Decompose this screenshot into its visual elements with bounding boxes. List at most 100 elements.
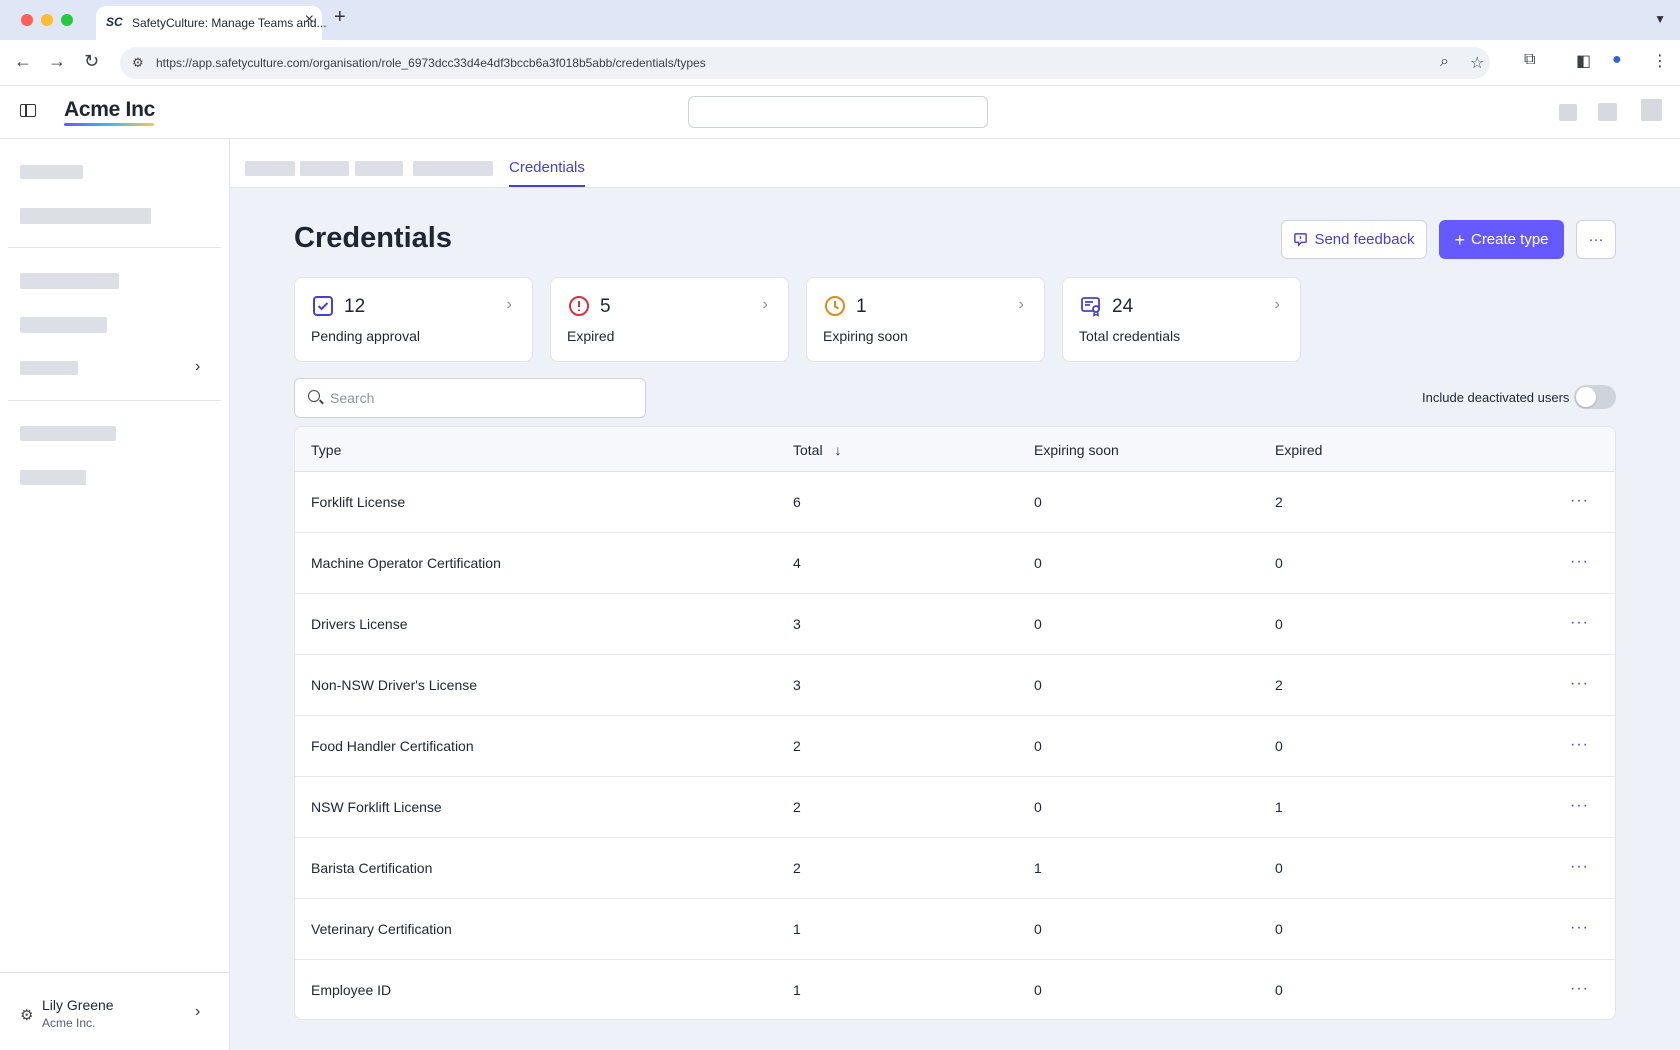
site-settings-icon[interactable]: ⚙ xyxy=(132,55,144,70)
stat-label: Expired xyxy=(567,328,615,344)
sidebar-item-6[interactable] xyxy=(20,426,116,441)
chevron-right-icon: › xyxy=(1274,296,1280,313)
row-more-icon[interactable]: ··· xyxy=(1570,675,1589,692)
cell-expired: 0 xyxy=(1275,616,1283,632)
window-minimize-button[interactable] xyxy=(41,14,53,26)
tab-close-icon[interactable]: × xyxy=(304,11,314,28)
table-row[interactable]: Forklift License 6 0 2 ··· xyxy=(295,472,1615,533)
stat-value: 5 xyxy=(600,296,611,317)
cell-expiring: 0 xyxy=(1034,616,1042,632)
reload-icon[interactable]: ↻ xyxy=(84,51,100,71)
subnav-tab-3[interactable] xyxy=(355,161,403,176)
row-more-icon[interactable]: ··· xyxy=(1570,980,1589,997)
cell-type: Forklift License xyxy=(311,494,406,510)
cell-total: 2 xyxy=(793,799,801,815)
column-header-total[interactable]: Total ↓ xyxy=(793,442,841,458)
stat-card-pending[interactable]: 12 Pending approval › xyxy=(294,277,533,362)
stat-card-expiring[interactable]: 1 Expiring soon › xyxy=(806,277,1045,362)
row-more-icon[interactable]: ··· xyxy=(1570,858,1589,875)
address-bar[interactable]: ⚙ https://app.safetyculture.com/organisa… xyxy=(120,47,1490,79)
subnav-tab-4[interactable] xyxy=(413,161,493,176)
extensions-icon[interactable]: ⧉ xyxy=(1524,51,1536,68)
header-action-3[interactable] xyxy=(1641,99,1662,121)
sidebar-toggle-icon[interactable] xyxy=(20,104,36,117)
new-tab-icon[interactable]: + xyxy=(334,6,346,28)
forward-arrow-icon[interactable]: → xyxy=(48,51,66,71)
sidebar-item-4[interactable] xyxy=(20,317,107,333)
user-org: Acme Inc. xyxy=(42,1016,96,1030)
window-close-button[interactable] xyxy=(21,14,33,26)
zoom-icon[interactable]: ⌕ xyxy=(1440,53,1449,70)
search-icon xyxy=(308,390,320,402)
profile-avatar-icon[interactable]: ● xyxy=(1612,51,1622,68)
search-box[interactable] xyxy=(294,378,646,418)
more-options-button[interactable]: ··· xyxy=(1576,220,1616,259)
cell-type: Machine Operator Certification xyxy=(311,555,501,571)
cell-total: 6 xyxy=(793,494,801,510)
cell-total: 3 xyxy=(793,616,801,632)
row-more-icon[interactable]: ··· xyxy=(1570,797,1589,814)
cell-type: Barista Certification xyxy=(311,860,433,876)
stat-card-total[interactable]: 24 Total credentials › xyxy=(1062,277,1301,362)
table-row[interactable]: Employee ID 1 0 0 ··· xyxy=(295,960,1615,1019)
back-arrow-icon[interactable]: ← xyxy=(14,51,32,71)
tab-list-chevron-icon[interactable]: ▼ xyxy=(1654,12,1666,26)
bookmark-star-icon[interactable]: ☆ xyxy=(1470,55,1485,72)
table-row[interactable]: Barista Certification 2 1 0 ··· xyxy=(295,838,1615,899)
sidebar-item-3[interactable] xyxy=(20,273,119,289)
tab-credentials[interactable]: Credentials xyxy=(509,159,585,176)
clock-icon xyxy=(825,296,845,316)
column-header-expired[interactable]: Expired xyxy=(1275,442,1323,458)
include-deactivated-toggle[interactable] xyxy=(1574,385,1616,409)
row-more-icon[interactable]: ··· xyxy=(1570,736,1589,753)
table-row[interactable]: Machine Operator Certification 4 0 0 ··· xyxy=(295,533,1615,594)
column-header-type[interactable]: Type xyxy=(311,442,342,458)
page-title: Credentials xyxy=(294,222,452,254)
user-name: Lily Greene xyxy=(42,997,114,1013)
row-more-icon[interactable]: ··· xyxy=(1570,553,1589,570)
user-menu[interactable]: ⚙ Lily Greene Acme Inc. › xyxy=(0,972,229,1050)
header-action-1[interactable] xyxy=(1559,104,1577,121)
sidebar-item-7[interactable] xyxy=(20,470,86,485)
browser-menu-icon[interactable]: ⋮ xyxy=(1652,53,1668,70)
table-row[interactable]: Non-NSW Driver's License 3 0 2 ··· xyxy=(295,655,1615,716)
table-row[interactable]: NSW Forklift License 2 0 1 ··· xyxy=(295,777,1615,838)
cell-expired: 2 xyxy=(1275,494,1283,510)
subnav-tab-2[interactable] xyxy=(300,161,349,176)
search-input[interactable] xyxy=(330,387,630,409)
table-row[interactable]: Drivers License 3 0 0 ··· xyxy=(295,594,1615,655)
sidebar-item-1[interactable] xyxy=(20,165,83,179)
feedback-icon xyxy=(1294,233,1308,247)
cell-total: 2 xyxy=(793,860,801,876)
subnav-tab-1[interactable] xyxy=(245,161,295,176)
header-action-2[interactable] xyxy=(1598,103,1617,121)
table-row[interactable]: Veterinary Certification 1 0 0 ··· xyxy=(295,899,1615,960)
active-tab-indicator xyxy=(509,185,585,187)
row-more-icon[interactable]: ··· xyxy=(1570,492,1589,509)
cell-expiring: 0 xyxy=(1034,677,1042,693)
chevron-right-icon[interactable]: › xyxy=(195,358,201,375)
cell-type: Drivers License xyxy=(311,616,408,632)
column-header-label: Total xyxy=(793,442,823,458)
brand-logo[interactable]: Acme Inc xyxy=(64,98,155,121)
table-row[interactable]: Food Handler Certification 2 0 0 ··· xyxy=(295,716,1615,777)
sidebar-item-5[interactable] xyxy=(20,361,78,375)
sidebar-item-2[interactable] xyxy=(20,208,151,224)
column-header-expiring[interactable]: Expiring soon xyxy=(1034,442,1119,458)
chevron-right-icon: › xyxy=(1018,296,1024,313)
header-search-field[interactable] xyxy=(688,96,988,128)
stat-card-expired[interactable]: 5 Expired › xyxy=(550,277,789,362)
side-panel-icon[interactable]: ◧ xyxy=(1576,53,1592,70)
cell-type: NSW Forklift License xyxy=(311,799,442,815)
row-more-icon[interactable]: ··· xyxy=(1570,614,1589,631)
cell-expired: 1 xyxy=(1275,799,1283,815)
browser-tab[interactable]: SC SafetyCulture: Manage Teams and... × xyxy=(96,6,327,40)
stat-value: 12 xyxy=(344,296,366,317)
stat-label: Expiring soon xyxy=(823,328,908,344)
create-type-button[interactable]: + Create type xyxy=(1439,220,1564,259)
app-header: Acme Inc xyxy=(0,86,1680,139)
window-maximize-button[interactable] xyxy=(61,14,73,26)
send-feedback-button[interactable]: Send feedback xyxy=(1281,220,1427,259)
browser-toolbar: ← → ↻ ⚙ https://app.safetyculture.com/or… xyxy=(0,40,1680,86)
row-more-icon[interactable]: ··· xyxy=(1570,919,1589,936)
